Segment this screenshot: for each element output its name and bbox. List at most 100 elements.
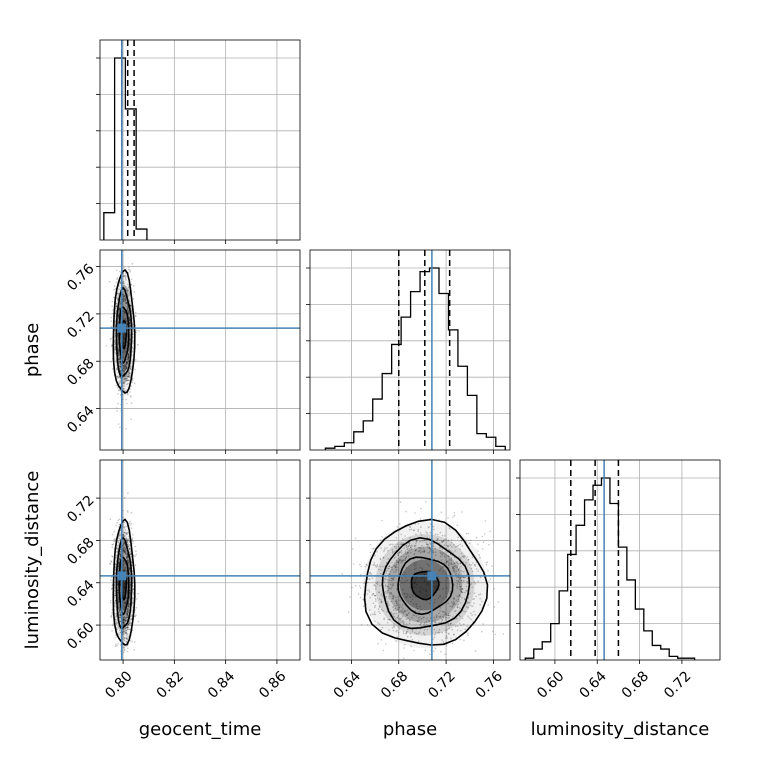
- sample-point: [126, 627, 129, 629]
- sample-point: [129, 391, 131, 393]
- sample-point: [489, 578, 492, 580]
- sample-point: [127, 358, 129, 361]
- sample-point: [392, 584, 394, 587]
- sample-point: [123, 546, 126, 548]
- sample-point: [441, 554, 444, 556]
- sample-point: [124, 627, 127, 629]
- sample-point: [453, 584, 456, 586]
- sample-point: [116, 299, 119, 302]
- sample-point: [129, 592, 131, 594]
- sample-point: [404, 550, 407, 552]
- sample-point: [423, 629, 426, 631]
- sample-point: [129, 620, 131, 622]
- sample-point: [415, 541, 418, 543]
- sample-point: [123, 628, 125, 631]
- sample-point: [124, 546, 127, 549]
- sample-point: [119, 617, 121, 619]
- sample-point: [402, 588, 404, 591]
- sample-point: [460, 624, 462, 627]
- sample-point: [126, 557, 129, 559]
- sample-point: [118, 562, 120, 564]
- sample-point: [387, 587, 390, 589]
- sample-point: [376, 563, 379, 566]
- sample-point: [439, 531, 442, 534]
- sample-point: [123, 297, 126, 300]
- sample-point: [127, 309, 129, 311]
- sample-point: [124, 632, 127, 634]
- sample-point: [122, 516, 124, 519]
- sample-point: [122, 624, 125, 626]
- sample-point: [442, 615, 444, 618]
- sample-point: [394, 607, 396, 610]
- sample-point: [386, 592, 388, 595]
- sample-point: [464, 591, 466, 594]
- sample-point: [129, 343, 131, 345]
- sample-point: [471, 562, 474, 564]
- sample-point: [459, 562, 462, 565]
- sample-point: [433, 650, 435, 653]
- sample-point: [114, 346, 117, 348]
- sample-point: [388, 565, 390, 568]
- sample-point: [460, 539, 463, 542]
- sample-point: [126, 363, 129, 366]
- sample-point: [403, 647, 405, 649]
- sample-point: [123, 310, 126, 313]
- sample-point: [124, 365, 126, 368]
- sample-point: [364, 565, 367, 568]
- sample-point: [483, 533, 486, 535]
- sample-point: [446, 560, 449, 563]
- sample-point: [407, 552, 409, 554]
- sample-point: [462, 576, 465, 579]
- sample-point: [123, 551, 126, 553]
- sample-point: [423, 573, 426, 576]
- sample-point: [117, 351, 120, 354]
- sample-point: [124, 619, 127, 622]
- sample-point: [128, 379, 130, 382]
- sample-point: [127, 373, 129, 376]
- sample-point: [475, 595, 477, 598]
- sample-point: [449, 605, 451, 608]
- sample-point: [118, 353, 120, 355]
- sample-point: [110, 345, 113, 348]
- sample-point: [127, 359, 130, 362]
- sample-point: [392, 584, 394, 587]
- sample-point: [405, 546, 408, 549]
- sample-point: [111, 546, 114, 548]
- sample-point: [122, 533, 125, 536]
- sample-point: [447, 617, 449, 619]
- sample-point: [123, 540, 125, 543]
- sample-point: [347, 611, 350, 613]
- sample-point: [377, 608, 380, 610]
- sample-point: [396, 629, 398, 632]
- sample-point: [127, 561, 130, 564]
- sample-point: [123, 531, 125, 534]
- sample-point: [453, 601, 456, 604]
- sample-point: [115, 615, 118, 618]
- sample-point: [366, 593, 369, 595]
- sample-point: [118, 603, 120, 606]
- sample-point: [117, 347, 120, 350]
- sample-point: [385, 585, 387, 588]
- sample-point: [460, 585, 463, 588]
- sample-point: [122, 631, 124, 633]
- sample-point: [378, 623, 381, 625]
- sample-point: [131, 561, 133, 564]
- sample-point: [119, 368, 122, 370]
- sample-point: [460, 552, 463, 555]
- sample-point: [381, 536, 383, 538]
- sample-point: [130, 310, 133, 313]
- sample-point: [118, 526, 120, 528]
- sample-point: [118, 423, 120, 425]
- sample-point: [127, 375, 130, 378]
- sample-point: [128, 353, 131, 356]
- sample-point: [128, 544, 131, 546]
- sample-point: [127, 310, 129, 313]
- sample-point: [126, 301, 128, 304]
- sample-point: [445, 561, 448, 564]
- sample-point: [450, 539, 453, 541]
- sample-point: [459, 577, 461, 580]
- truth-marker: [117, 571, 127, 581]
- sample-point: [437, 538, 439, 540]
- sample-point: [425, 583, 428, 585]
- sample-point: [117, 602, 120, 605]
